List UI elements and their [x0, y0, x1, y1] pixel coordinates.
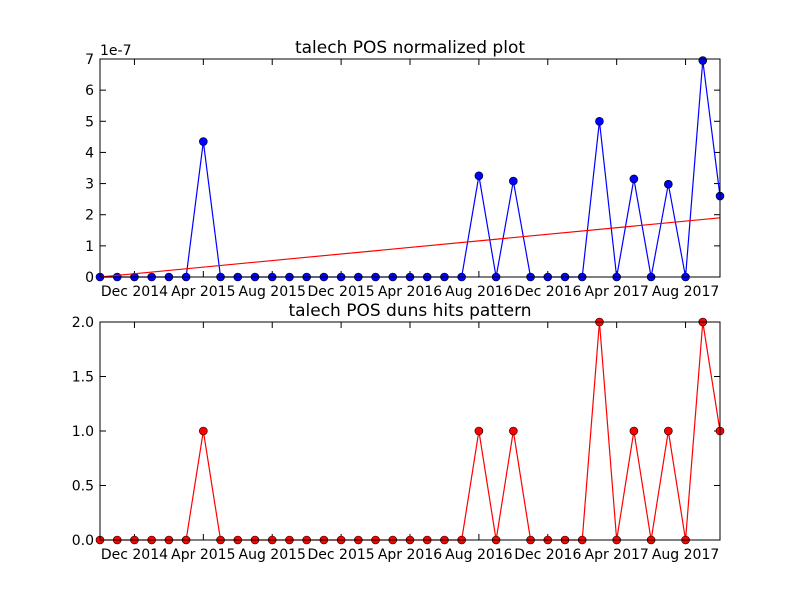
chart-title: talech POS duns hits pattern: [288, 301, 531, 321]
x-tick-label: Apr 2017: [585, 547, 649, 563]
x-tick-label: Dec 2014: [101, 547, 168, 563]
plot-area: [95, 317, 725, 545]
y-tick-label: 6: [85, 83, 94, 99]
marker: [474, 171, 484, 181]
y-tick-label: 0.0: [72, 533, 94, 549]
y-tick-label: 5: [85, 114, 94, 130]
x-tick-label: Dec 2014: [101, 284, 168, 300]
marker: [199, 137, 208, 146]
y-tick-label: 4: [85, 145, 94, 161]
marker: [698, 56, 708, 65]
y-tick-label: 1.0: [72, 424, 94, 440]
x-tick-label: Apr 2016: [378, 284, 442, 300]
axis-offset-label: 1e-7: [100, 43, 131, 59]
x-tick-label: Aug 2015: [239, 547, 306, 563]
marker: [629, 426, 639, 436]
x-tick-label: Apr 2017: [585, 284, 649, 300]
x-tick-label: Dec 2015: [308, 284, 375, 300]
y-tick-label: 0: [85, 270, 94, 286]
line: [100, 321, 721, 541]
marker: [509, 426, 518, 436]
y-tick-label: 3: [85, 177, 94, 193]
y-tick-label: 2: [85, 208, 94, 224]
x-tick-label: Aug 2017: [652, 284, 719, 300]
x-tick-label: Dec 2016: [514, 547, 581, 563]
marker: [474, 426, 484, 436]
y-tick-label: 1.5: [72, 370, 94, 386]
chart-title: talech POS normalized plot: [295, 38, 525, 58]
axes-frame: [99, 58, 721, 278]
axes-frame: [99, 321, 721, 541]
x-tick-label: Apr 2015: [171, 284, 235, 300]
x-tick-label: Dec 2015: [308, 547, 375, 563]
x-tick-label: Aug 2016: [445, 284, 513, 300]
x-tick-label: Dec 2016: [514, 284, 581, 300]
x-tick-label: Aug 2016: [445, 547, 513, 563]
y-tick-label: 7: [85, 52, 94, 68]
line: [100, 60, 721, 278]
marker: [199, 426, 208, 436]
marker: [664, 179, 673, 189]
line: [99, 217, 721, 278]
x-tick-label: Apr 2016: [378, 547, 442, 563]
x-tick-label: Aug 2017: [652, 547, 719, 563]
marker: [509, 176, 518, 186]
marker: [629, 174, 639, 184]
y-tick-label: 1: [85, 239, 94, 255]
y-tick-label: 0.5: [72, 479, 94, 495]
marker: [664, 426, 673, 436]
plot-area: [95, 56, 725, 282]
marker: [595, 116, 604, 126]
x-tick-label: Aug 2015: [239, 284, 306, 300]
x-tick-label: Apr 2015: [171, 547, 235, 563]
y-tick-label: 2.0: [72, 315, 94, 331]
